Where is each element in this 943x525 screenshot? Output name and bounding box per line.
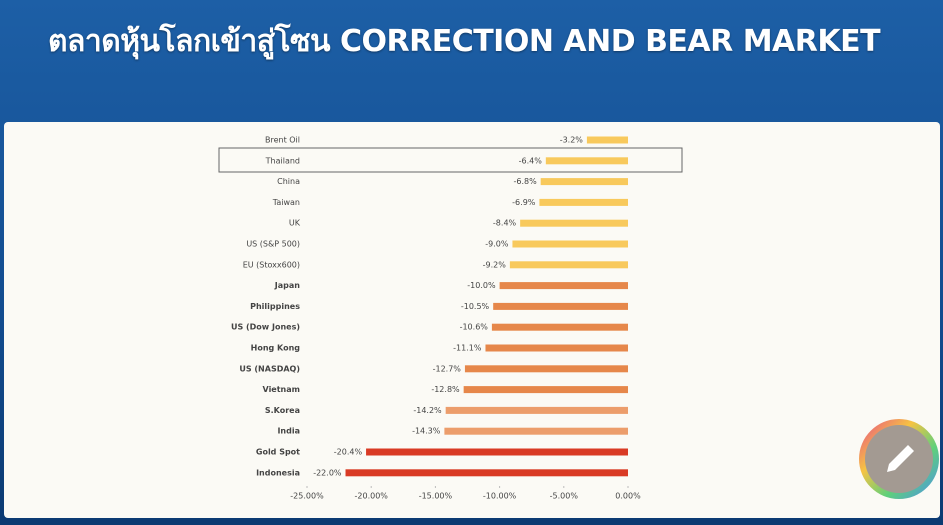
value-label: -22.0% — [313, 468, 342, 477]
bar — [366, 448, 628, 456]
slide-title: ตลาดหุ้นโลกเข้าสู่โซน CORRECTION AND BEA… — [48, 24, 881, 59]
x-tick-label: -20.00% — [355, 492, 389, 501]
bar — [444, 427, 628, 435]
value-label: -20.4% — [334, 448, 363, 457]
category-label: Gold Spot — [256, 448, 300, 457]
bar — [463, 386, 628, 394]
category-label: China — [277, 177, 300, 186]
bar — [586, 136, 628, 144]
x-tick-label: -25.00% — [290, 492, 324, 501]
highlight-box — [218, 147, 683, 173]
category-label: Philippines — [250, 302, 300, 311]
value-label: -6.4% — [519, 156, 543, 165]
category-label: US (Dow Jones) — [231, 323, 300, 332]
bar — [464, 365, 628, 373]
value-label: -14.3% — [412, 427, 441, 436]
value-label: -8.4% — [493, 219, 517, 228]
value-label: -12.7% — [433, 364, 462, 373]
x-tick-label: 0.00% — [615, 492, 641, 501]
bar — [345, 469, 628, 477]
bar — [540, 178, 628, 186]
category-label: UK — [289, 219, 301, 228]
category-label: Thailand — [265, 156, 300, 165]
bar — [485, 344, 628, 352]
value-label: -6.9% — [512, 198, 536, 207]
category-label: US (S&P 500) — [246, 240, 300, 249]
value-label: -10.0% — [467, 281, 496, 290]
category-label: India — [277, 427, 300, 436]
value-label: -11.1% — [453, 344, 482, 353]
bar — [499, 282, 628, 290]
value-label: -6.8% — [513, 177, 537, 186]
value-label: -10.5% — [461, 302, 490, 311]
bar — [509, 261, 628, 269]
category-label: Hong Kong — [251, 344, 301, 353]
bar — [491, 323, 628, 331]
bar — [493, 302, 628, 310]
category-label: EU (Stoxx600) — [243, 260, 300, 269]
category-label: Indonesia — [256, 468, 300, 477]
pencil-button[interactable] — [856, 416, 942, 502]
category-label: US (NASDAQ) — [239, 364, 300, 373]
category-label: Japan — [274, 281, 301, 290]
value-label: -12.8% — [431, 385, 460, 394]
bar — [445, 406, 628, 414]
pencil-icon — [887, 445, 914, 472]
bar — [545, 157, 628, 165]
category-label: Brent Oil — [265, 136, 300, 145]
x-tick-label: -5.00% — [550, 492, 579, 501]
category-label: S.Korea — [265, 406, 300, 415]
value-label: -10.6% — [460, 323, 489, 332]
value-label: -9.0% — [485, 240, 509, 249]
category-label: Vietnam — [263, 385, 300, 394]
bar — [539, 198, 628, 206]
bar — [512, 240, 628, 248]
category-label: Taiwan — [272, 198, 300, 207]
value-label: -14.2% — [413, 406, 442, 415]
value-label: -9.2% — [483, 260, 507, 269]
bar — [520, 219, 628, 227]
x-tick-label: -10.00% — [483, 492, 517, 501]
x-tick-label: -15.00% — [419, 492, 453, 501]
value-label: -3.2% — [560, 136, 584, 145]
